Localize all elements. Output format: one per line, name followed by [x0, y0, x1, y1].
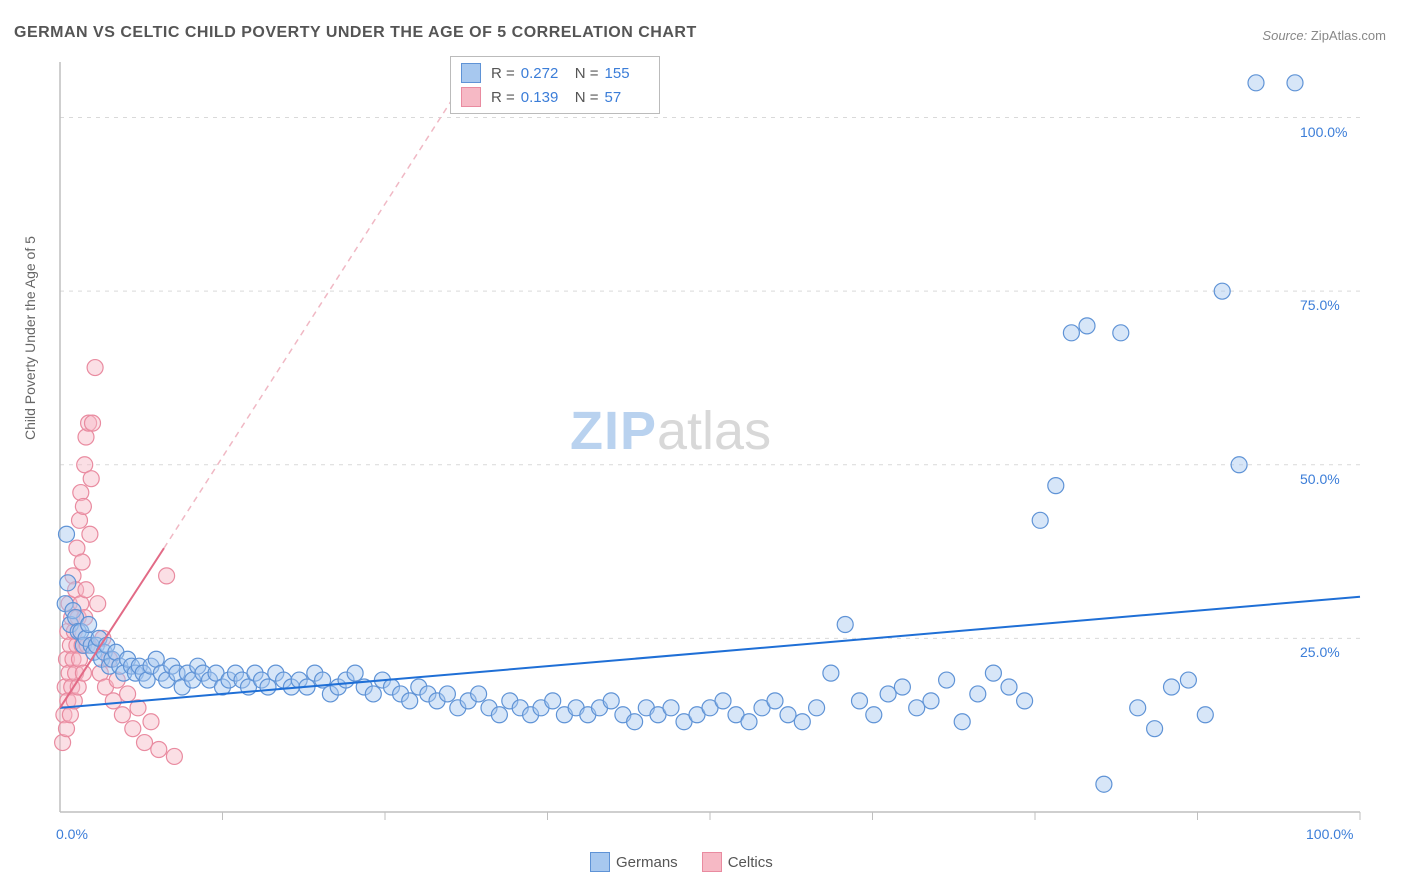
legend-label-celtics: Celtics	[728, 854, 773, 871]
y-tick-label: 100.0%	[1300, 124, 1347, 140]
x-tick-label: 100.0%	[1306, 826, 1353, 842]
y-tick-label: 50.0%	[1300, 471, 1340, 487]
swatch-germans-legend	[590, 852, 610, 872]
source-label: Source:	[1262, 28, 1307, 43]
swatch-celtics	[461, 87, 481, 107]
source-attribution: Source: ZipAtlas.com	[1262, 28, 1386, 43]
swatch-germans	[461, 63, 481, 83]
stats-row-celtics: R = 0.139 N = 57	[461, 85, 649, 109]
legend: Germans Celtics	[590, 852, 773, 872]
y-tick-label: 75.0%	[1300, 297, 1340, 313]
chart-title: GERMAN VS CELTIC CHILD POVERTY UNDER THE…	[14, 24, 697, 42]
y-axis-label: Child Poverty Under the Age of 5	[22, 236, 38, 440]
stats-row-germans: R = 0.272 N = 155	[461, 61, 649, 85]
legend-label-germans: Germans	[616, 854, 678, 871]
r-label: R =	[491, 65, 515, 82]
scatter-chart	[52, 52, 1382, 842]
correlation-stats-box: R = 0.272 N = 155 R = 0.139 N = 57	[450, 56, 660, 114]
r-label: R =	[491, 89, 515, 106]
legend-item-germans: Germans	[590, 852, 678, 872]
n-value-germans: 155	[605, 65, 649, 82]
n-value-celtics: 57	[605, 89, 649, 106]
r-value-germans: 0.272	[521, 65, 565, 82]
n-label: N =	[575, 65, 599, 82]
y-tick-label: 25.0%	[1300, 644, 1340, 660]
source-name: ZipAtlas.com	[1311, 28, 1386, 43]
r-value-celtics: 0.139	[521, 89, 565, 106]
legend-item-celtics: Celtics	[702, 852, 773, 872]
swatch-celtics-legend	[702, 852, 722, 872]
chart-area	[52, 52, 1382, 842]
n-label: N =	[575, 89, 599, 106]
x-tick-label: 0.0%	[56, 826, 88, 842]
